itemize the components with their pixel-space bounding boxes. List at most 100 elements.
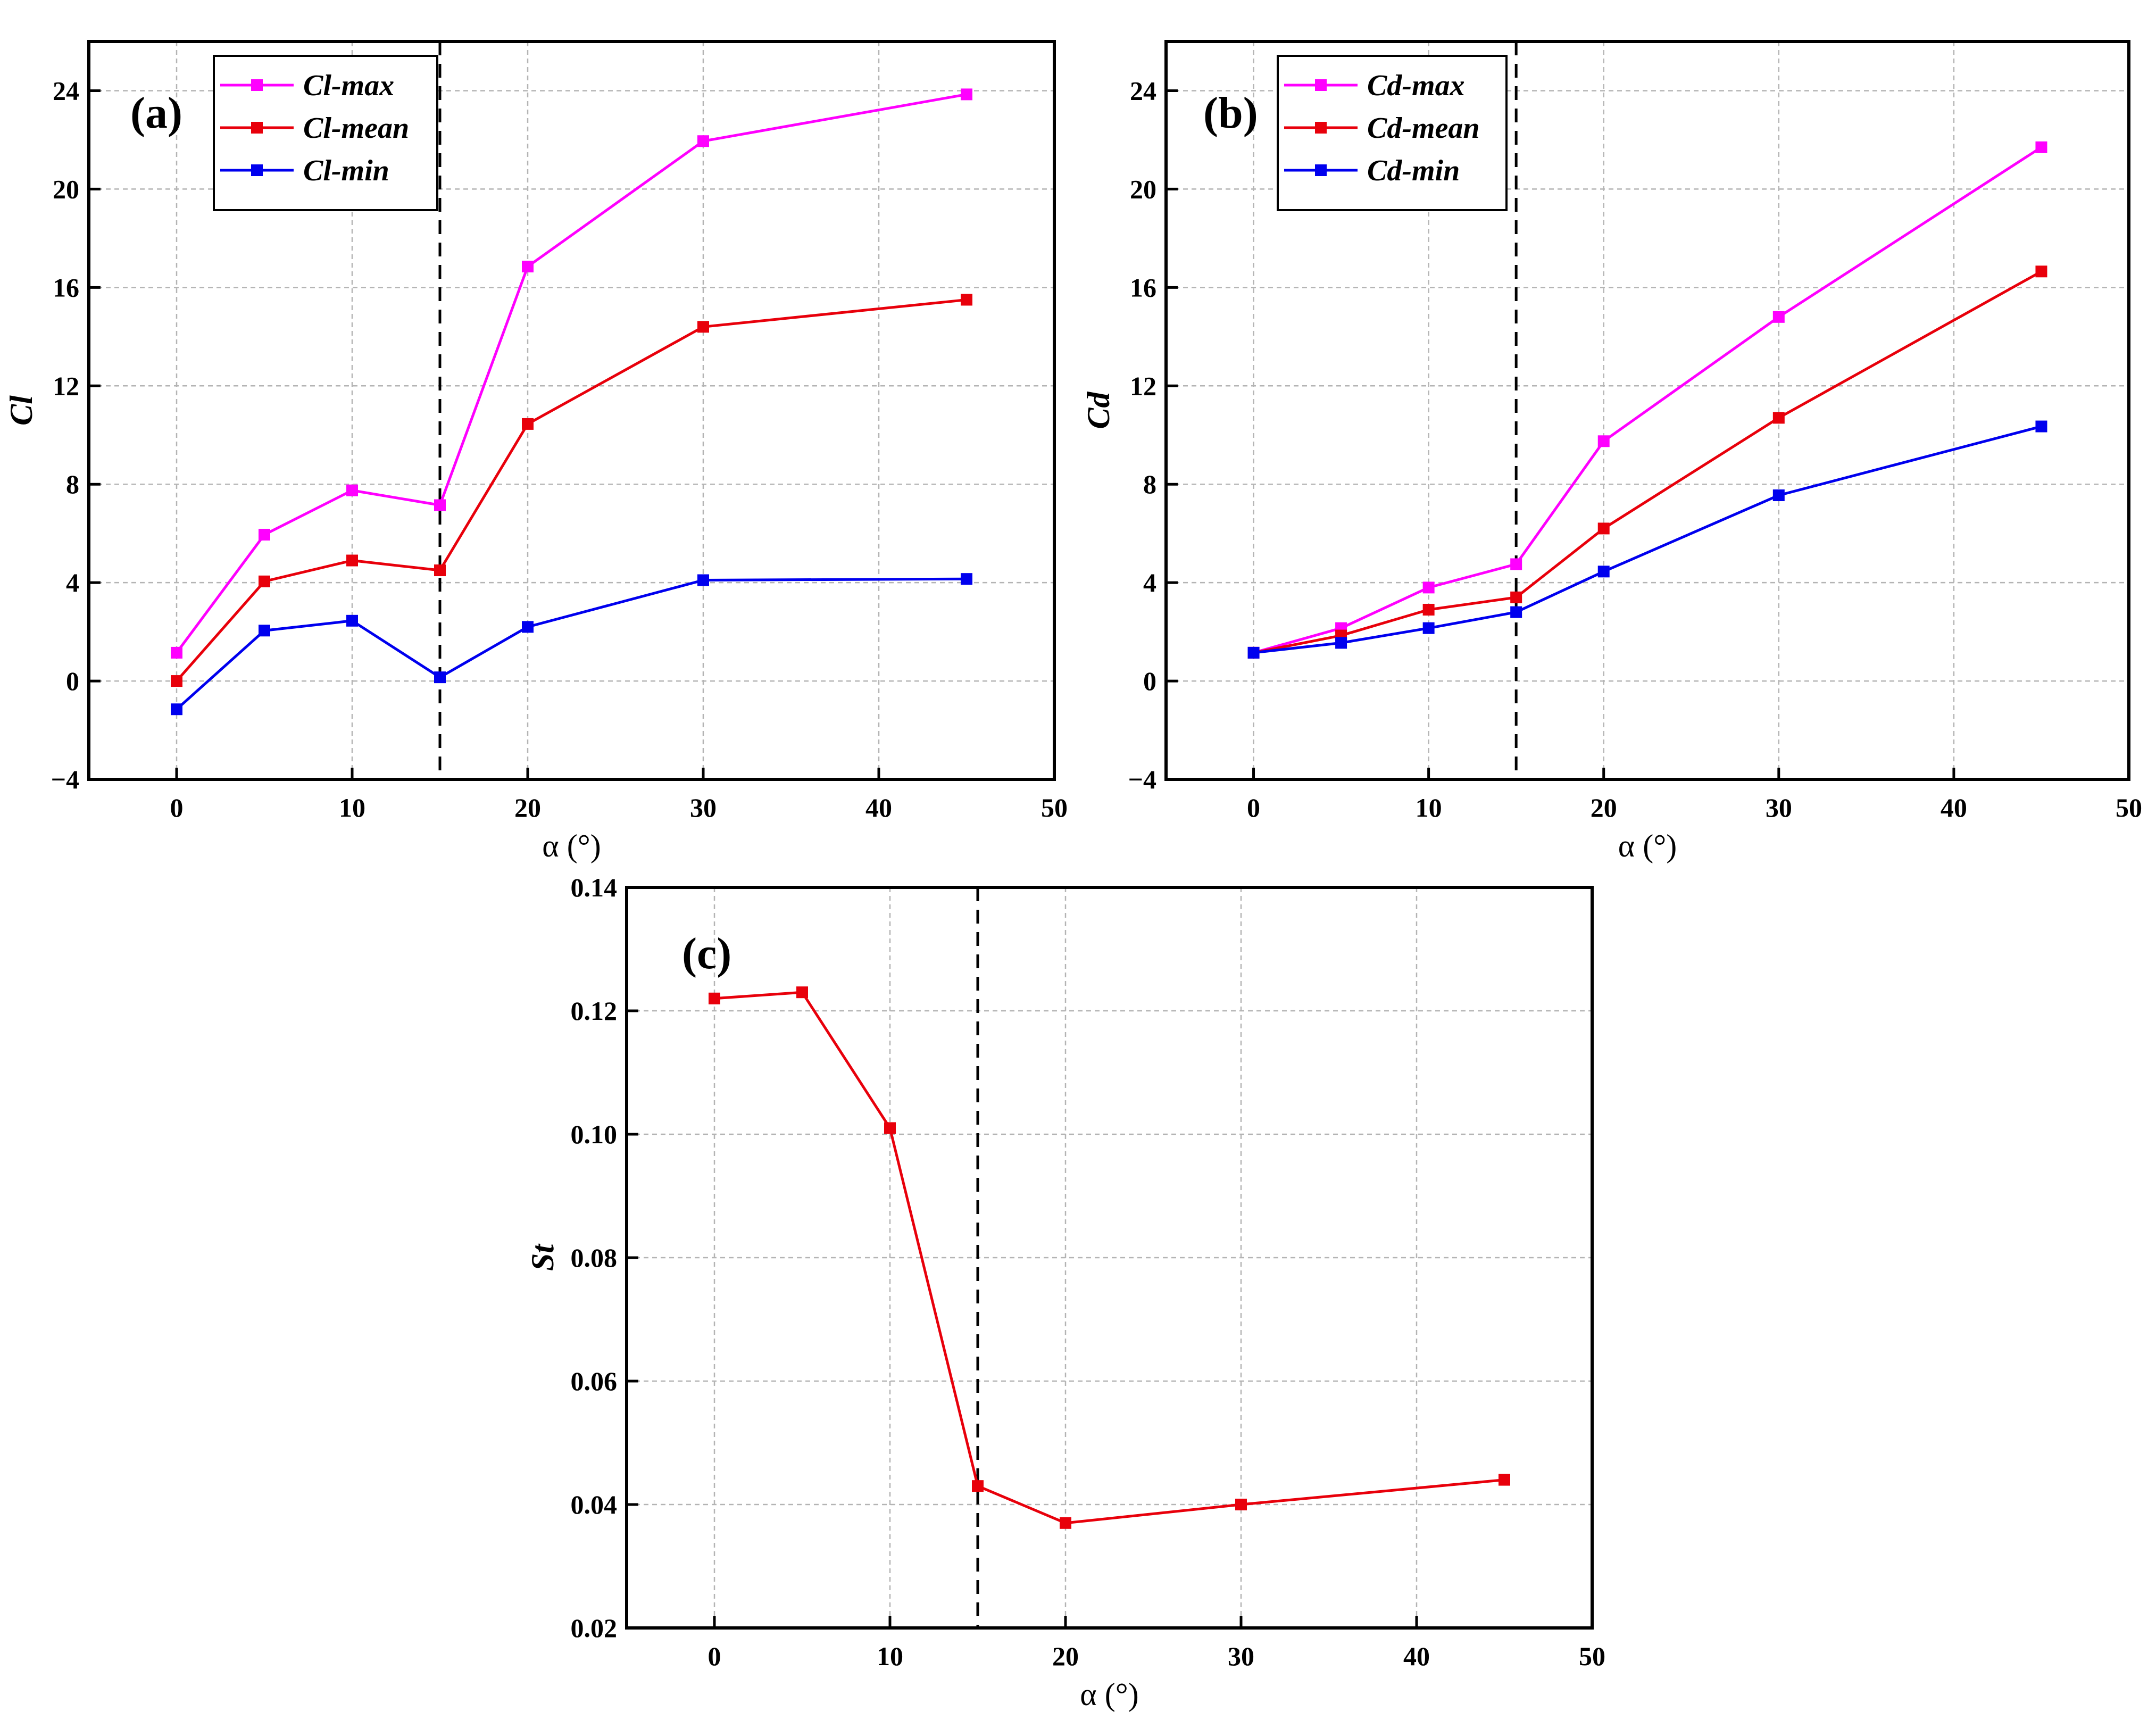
x-tick-label: 40 (865, 793, 892, 822)
y-tick-label: 8 (1143, 469, 1156, 499)
y-tick-label: 0.02 (571, 1613, 618, 1643)
x-axis-title: α (°) (1618, 828, 1677, 863)
data-point-cl-max (346, 484, 358, 496)
data-point-cd-min (1597, 566, 1610, 578)
legend-swatch-marker (1315, 79, 1327, 91)
x-axis-title: α (°) (1080, 1677, 1138, 1712)
legend-entry: Cd-max (1367, 69, 1465, 102)
y-tick-label: 20 (53, 174, 79, 204)
data-point-cd-max (1422, 581, 1435, 594)
x-axis-title: α (°) (542, 828, 601, 863)
y-axis-title: St (525, 1243, 560, 1271)
x-tick-label: 50 (1041, 793, 1068, 822)
data-point-st (1499, 1474, 1510, 1486)
y-tick-label: 16 (53, 272, 79, 302)
x-tick-label: 30 (1766, 793, 1792, 822)
data-point-cl-min (171, 703, 182, 716)
chart-panel-c: 0 10 20 30 40 50 0.02 0.04 0.06 0.08 0.10 0.12 0.14 (… (525, 872, 1605, 1712)
data-point-cd-min (1422, 622, 1435, 634)
series-line-cd-max (1253, 146, 2042, 654)
legend-entry: Cl-mean (303, 112, 409, 145)
data-point-cd-min (2035, 420, 2047, 433)
panel-label: (a) (130, 88, 182, 138)
data-point-cd-max (1597, 435, 1610, 447)
legend: Cd-max Cd-mean Cd-min (1277, 55, 1508, 211)
data-point-st (796, 986, 808, 999)
data-point-cd-mean (2035, 265, 2047, 278)
x-tick-label: 40 (1403, 1641, 1430, 1671)
series-line-cl-mean (176, 298, 967, 682)
data-point-cl-min (697, 574, 709, 586)
data-point-cl-max (171, 646, 182, 659)
y-axis-title: Cl (4, 395, 39, 426)
data-point-cl-mean (697, 321, 709, 333)
series-line-cd-mean (1253, 270, 2042, 654)
y-tick-label: −4 (1128, 764, 1157, 794)
data-point-cd-mean (1422, 603, 1435, 616)
plot-frame (87, 40, 1056, 781)
x-tick-label: 10 (1416, 793, 1442, 822)
y-tick-label: 0 (1143, 666, 1156, 696)
data-point-cl-min (346, 614, 358, 627)
x-tick-label: 50 (1579, 1641, 1605, 1671)
data-point-cd-min (1510, 606, 1522, 618)
data-point-st (1235, 1499, 1247, 1510)
data-point-cl-min (961, 573, 972, 585)
data-point-st (709, 992, 720, 1004)
y-axis-title: Cd (1081, 391, 1116, 429)
data-point-cd-max (2035, 141, 2047, 153)
legend-swatch-marker (251, 164, 263, 176)
legend-swatch-marker (1315, 164, 1327, 176)
data-point-cd-min (1335, 637, 1347, 649)
data-point-cl-max (961, 88, 972, 101)
data-point-cd-min (1247, 646, 1260, 659)
y-tick-label: 4 (1143, 568, 1156, 597)
y-tick-label: 0.04 (571, 1490, 618, 1519)
data-point-cl-mean (961, 294, 972, 306)
data-point-cd-mean (1510, 591, 1522, 603)
y-tick-label: 20 (1130, 174, 1156, 204)
legend-entry: Cd-mean (1367, 112, 1480, 145)
legend: Cl-max Cl-mean Cl-min (213, 55, 438, 211)
x-tick-label: 50 (2116, 793, 2142, 822)
y-tick-label: −4 (51, 764, 80, 794)
data-point-cl-mean (434, 564, 446, 577)
y-tick-label: 12 (53, 371, 79, 401)
plot-frame (625, 886, 1594, 1630)
y-tick-label: 4 (66, 568, 79, 597)
y-tick-label: 16 (1130, 272, 1156, 302)
data-point-cl-mean (346, 554, 358, 567)
data-point-cl-min (259, 625, 270, 637)
data-point-st (1060, 1517, 1071, 1529)
y-tick-label: 0.06 (571, 1366, 618, 1396)
series-line-cd-min (1253, 425, 2042, 654)
y-tick-label: 0.08 (571, 1243, 618, 1273)
x-tick-label: 0 (170, 793, 184, 822)
series-line-cl-min (176, 577, 967, 711)
data-point-cl-max (259, 528, 270, 541)
x-tick-label: 10 (339, 793, 365, 822)
x-tick-label: 20 (514, 793, 541, 822)
x-tick-label: 40 (1941, 793, 1967, 822)
data-point-cl-mean (171, 675, 182, 687)
data-point-cd-min (1772, 489, 1785, 502)
x-tick-label: 30 (1228, 1641, 1254, 1671)
data-point-cd-max (1772, 311, 1785, 323)
legend-entry: Cl-min (303, 154, 389, 187)
x-tick-label: 0 (1247, 793, 1260, 822)
panel-label: (c) (682, 929, 731, 978)
y-tick-label: 8 (66, 469, 79, 499)
x-tick-label: 0 (708, 1641, 721, 1671)
x-tick-label: 20 (1591, 793, 1617, 822)
y-tick-label: 0 (66, 666, 79, 696)
y-tick-label: 0.12 (571, 996, 618, 1026)
legend-entry: Cd-min (1367, 154, 1460, 187)
legend-swatch-marker (251, 79, 263, 91)
data-point-cl-min (522, 621, 534, 633)
data-point-cl-mean (522, 418, 534, 430)
data-point-st (972, 1480, 984, 1492)
data-point-cl-min (434, 671, 446, 684)
y-tick-label: 24 (1130, 76, 1156, 105)
